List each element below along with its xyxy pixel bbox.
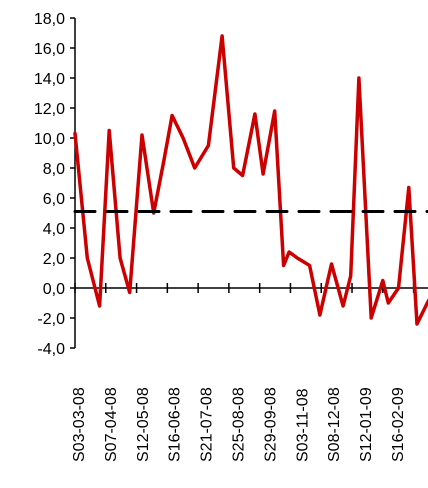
y-tick-label: 0,0 <box>43 281 65 298</box>
x-tick-label: S12-01-09 <box>358 387 375 462</box>
y-tick-label: 12,0 <box>34 101 65 118</box>
y-tick-label: 2,0 <box>43 251 65 268</box>
x-tick-label: S29-09-08 <box>262 387 279 462</box>
y-axis: -4,0 -2,0 0,0 2,0 4,0 6,0 8,0 10,0 12,0 14,0 16,0 1… <box>34 11 76 358</box>
series-layer <box>73 34 428 326</box>
x-tick-label: S16-06-08 <box>167 387 184 462</box>
x-tick-label: S12-05-08 <box>135 387 152 462</box>
x-tick-label: S21-07-08 <box>199 387 216 462</box>
y-tick-label: 18,0 <box>34 11 65 28</box>
y-tick-label: 16,0 <box>34 41 65 58</box>
x-tick-label: S03-03-08 <box>71 387 88 462</box>
y-tick-label: -2,0 <box>37 311 65 328</box>
x-tick-label: S08-12-08 <box>326 387 343 462</box>
y-tick-label: -4,0 <box>37 341 65 358</box>
y-tick-label: 4,0 <box>43 221 65 238</box>
x-tick-label: S03-11-08 <box>294 388 311 462</box>
y-tick-label: 10,0 <box>34 131 65 148</box>
y-tick-label: 8,0 <box>43 161 65 178</box>
y-tick-label: 14,0 <box>34 71 65 88</box>
series-line <box>73 34 428 326</box>
x-tick-label: S07-04-08 <box>103 387 120 462</box>
y-tick-label: 6,0 <box>43 191 65 208</box>
x-tick-label: S25-08-08 <box>231 387 248 462</box>
x-tick-label: S16-02-09 <box>390 387 407 462</box>
